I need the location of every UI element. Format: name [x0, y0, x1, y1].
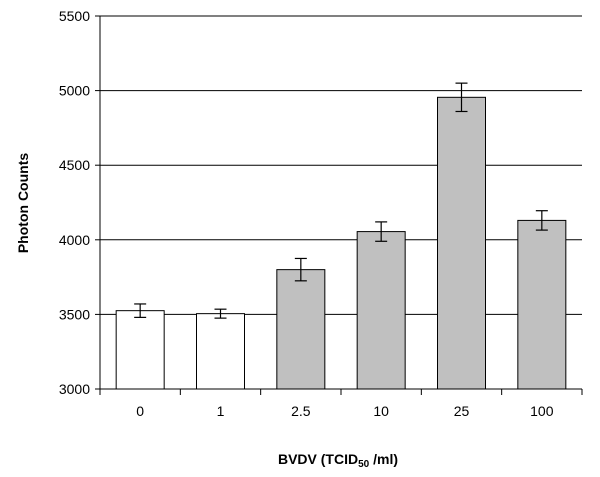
y-tick-labels: 3000 3500 4000 4500 5000 5500	[59, 8, 90, 397]
x-axis-title-main: BVDV (TCID	[278, 451, 358, 467]
x-tick-label: 1	[217, 403, 225, 419]
bar	[196, 313, 245, 390]
x-tick-label: 25	[454, 403, 470, 419]
x-tick-label: 100	[530, 403, 554, 419]
gridlines	[100, 15, 582, 315]
bar	[115, 310, 165, 390]
x-axis-title: BVDV (TCID50 /ml)	[278, 451, 398, 470]
bar	[356, 231, 406, 390]
x-tick-label: 0	[136, 403, 144, 419]
x-tick-labels: 0 1 2.5 10 25 100	[136, 403, 553, 419]
y-tick-label: 3500	[59, 306, 90, 322]
x-tick-label: 2.5	[291, 403, 311, 419]
axes	[95, 15, 583, 395]
bar	[276, 269, 326, 390]
x-tick-label: 10	[373, 403, 389, 419]
error-bars	[134, 82, 548, 319]
y-tick-label: 4500	[59, 157, 90, 173]
y-axis-title: Photon Counts	[15, 153, 31, 254]
y-tick-label: 5500	[59, 8, 90, 24]
y-tick-label: 5000	[59, 83, 90, 99]
y-tick-label: 3000	[59, 381, 90, 397]
bar	[437, 96, 486, 390]
bar	[517, 219, 567, 390]
bars	[115, 96, 567, 390]
y-tick-label: 4000	[59, 232, 90, 248]
x-axis-title-subscript: 50	[358, 459, 370, 470]
x-axis-title-suffix: /ml)	[369, 451, 398, 467]
